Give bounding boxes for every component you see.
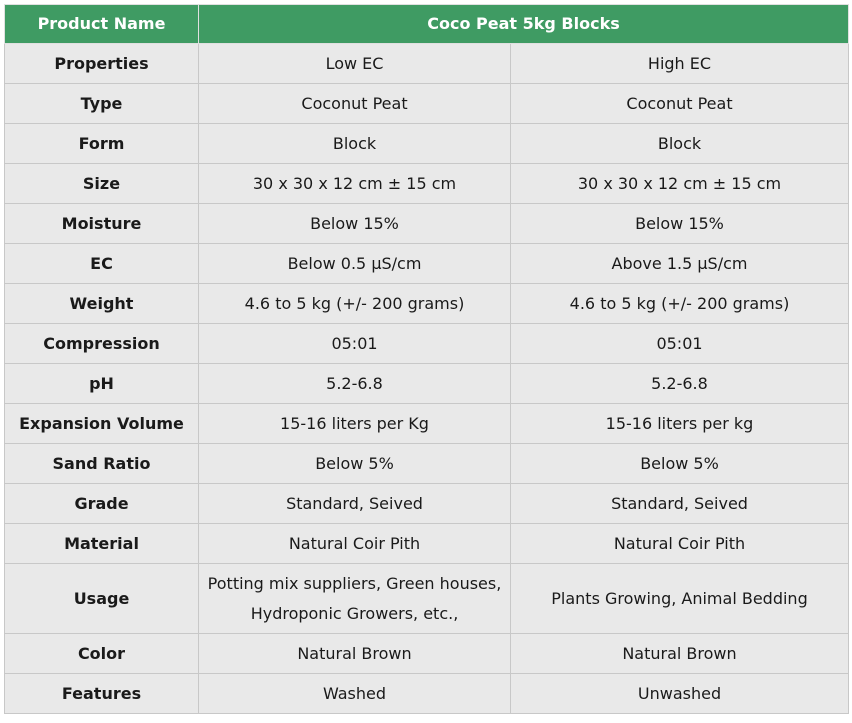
cell-low-ec: Below 15% bbox=[198, 203, 511, 244]
cell-high-ec: 15-16 liters per kg bbox=[510, 403, 849, 444]
cell-high-ec: Unwashed bbox=[510, 673, 849, 714]
cell-high-ec: Block bbox=[510, 123, 849, 164]
table-row: Color Natural Brown Natural Brown bbox=[4, 633, 849, 674]
table-row: Weight 4.6 to 5 kg (+/- 200 grams) 4.6 to … bbox=[4, 283, 849, 324]
cell-high-ec: Below 15% bbox=[510, 203, 849, 244]
cell-low-ec: Potting mix suppliers, Green houses, Hyd… bbox=[198, 563, 511, 634]
table-row: pH 5.2-6.8 5.2-6.8 bbox=[4, 363, 849, 404]
table-row: Sand Ratio Below 5% Below 5% bbox=[4, 443, 849, 484]
header-row: Product Name Coco Peat 5kg Blocks bbox=[4, 4, 849, 44]
cell-low-ec: Standard, Seived bbox=[198, 483, 511, 524]
cell-high-ec: Natural Brown bbox=[510, 633, 849, 674]
header-product: Coco Peat 5kg Blocks bbox=[198, 4, 849, 44]
row-label: Sand Ratio bbox=[4, 443, 199, 484]
cell-high-ec: 05:01 bbox=[510, 323, 849, 364]
cell-high-ec: Below 5% bbox=[510, 443, 849, 484]
row-label: Usage bbox=[4, 563, 199, 634]
cell-high-ec: Natural Coir Pith bbox=[510, 523, 849, 564]
cell-low-ec: 05:01 bbox=[198, 323, 511, 364]
row-label: Compression bbox=[4, 323, 199, 364]
row-label: Weight bbox=[4, 283, 199, 324]
row-label: Expansion Volume bbox=[4, 403, 199, 444]
table-row: Moisture Below 15% Below 15% bbox=[4, 203, 849, 244]
row-label: Type bbox=[4, 83, 199, 124]
cell-low-ec: 30 x 30 x 12 cm ± 15 cm bbox=[198, 163, 511, 204]
row-label: Moisture bbox=[4, 203, 199, 244]
table-row: Expansion Volume 15-16 liters per Kg 15-16… bbox=[4, 403, 849, 444]
row-label: EC bbox=[4, 243, 199, 284]
table-row: EC Below 0.5 µS/cm Above 1.5 µS/cm bbox=[4, 243, 849, 284]
row-label: pH bbox=[4, 363, 199, 404]
table-row: Form Block Block bbox=[4, 123, 849, 164]
cell-low-ec: Natural Coir Pith bbox=[198, 523, 511, 564]
table-row: Compression 05:01 05:01 bbox=[4, 323, 849, 364]
cell-low-ec: 15-16 liters per Kg bbox=[198, 403, 511, 444]
cell-low-ec: Below 5% bbox=[198, 443, 511, 484]
row-label: Color bbox=[4, 633, 199, 674]
cell-high-ec: 4.6 to 5 kg (+/- 200 grams) bbox=[510, 283, 849, 324]
table-row: Properties Low EC High EC bbox=[4, 43, 849, 84]
cell-low-ec: Low EC bbox=[198, 43, 511, 84]
cell-high-ec: Standard, Seived bbox=[510, 483, 849, 524]
cell-high-ec: High EC bbox=[510, 43, 849, 84]
cell-high-ec: 5.2-6.8 bbox=[510, 363, 849, 404]
product-spec-table: Product Name Coco Peat 5kg Blocks Proper… bbox=[4, 4, 849, 714]
cell-low-ec: 4.6 to 5 kg (+/- 200 grams) bbox=[198, 283, 511, 324]
cell-high-ec: 30 x 30 x 12 cm ± 15 cm bbox=[510, 163, 849, 204]
cell-low-ec: Block bbox=[198, 123, 511, 164]
table-row: Features Washed Unwashed bbox=[4, 673, 849, 714]
cell-high-ec: Above 1.5 µS/cm bbox=[510, 243, 849, 284]
header-label: Product Name bbox=[4, 4, 199, 44]
row-label: Features bbox=[4, 673, 199, 714]
row-label: Material bbox=[4, 523, 199, 564]
row-label: Size bbox=[4, 163, 199, 204]
table-row: Usage Potting mix suppliers, Green houses… bbox=[4, 563, 849, 634]
cell-low-ec: 5.2-6.8 bbox=[198, 363, 511, 404]
table-row: Type Coconut Peat Coconut Peat bbox=[4, 83, 849, 124]
row-label: Properties bbox=[4, 43, 199, 84]
cell-low-ec: Below 0.5 µS/cm bbox=[198, 243, 511, 284]
row-label: Grade bbox=[4, 483, 199, 524]
table-row: Grade Standard, Seived Standard, Seived bbox=[4, 483, 849, 524]
table-row: Size 30 x 30 x 12 cm ± 15 cm 30 x 30 x 12 … bbox=[4, 163, 849, 204]
cell-low-ec: Washed bbox=[198, 673, 511, 714]
cell-high-ec: Plants Growing, Animal Bedding bbox=[510, 563, 849, 634]
cell-low-ec: Coconut Peat bbox=[198, 83, 511, 124]
table-row: Material Natural Coir Pith Natural Coir Pi… bbox=[4, 523, 849, 564]
cell-low-ec: Natural Brown bbox=[198, 633, 511, 674]
cell-high-ec: Coconut Peat bbox=[510, 83, 849, 124]
row-label: Form bbox=[4, 123, 199, 164]
